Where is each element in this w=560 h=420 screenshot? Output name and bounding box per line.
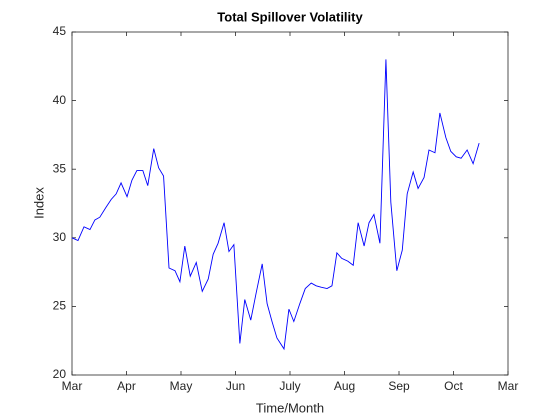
x-tick-label: July: [279, 379, 300, 393]
chart-title: Total Spillover Volatility: [217, 9, 363, 24]
y-axis-label: Index: [31, 187, 46, 219]
y-tick-label: 40: [53, 93, 67, 107]
y-tick-label: 30: [53, 230, 67, 244]
y-tick-label: 20: [53, 367, 67, 381]
y-tick-label: 35: [53, 161, 67, 175]
x-tick-label: Oct: [444, 379, 463, 393]
y-tick-label: 45: [53, 24, 67, 38]
x-tick-label: Mar: [498, 379, 519, 393]
data-line: [71, 59, 480, 351]
x-axis-label: Time/Month: [256, 400, 324, 415]
x-tick-label: May: [170, 379, 193, 393]
x-tick-label: Sep: [388, 379, 410, 393]
x-tick-label: Apr: [117, 379, 136, 393]
x-tick-label: Mar: [62, 379, 83, 393]
plot-area: [71, 31, 509, 376]
x-tick-label: Aug: [334, 379, 355, 393]
x-tick-label: Jun: [226, 379, 245, 393]
y-tick-label: 25: [53, 299, 67, 313]
